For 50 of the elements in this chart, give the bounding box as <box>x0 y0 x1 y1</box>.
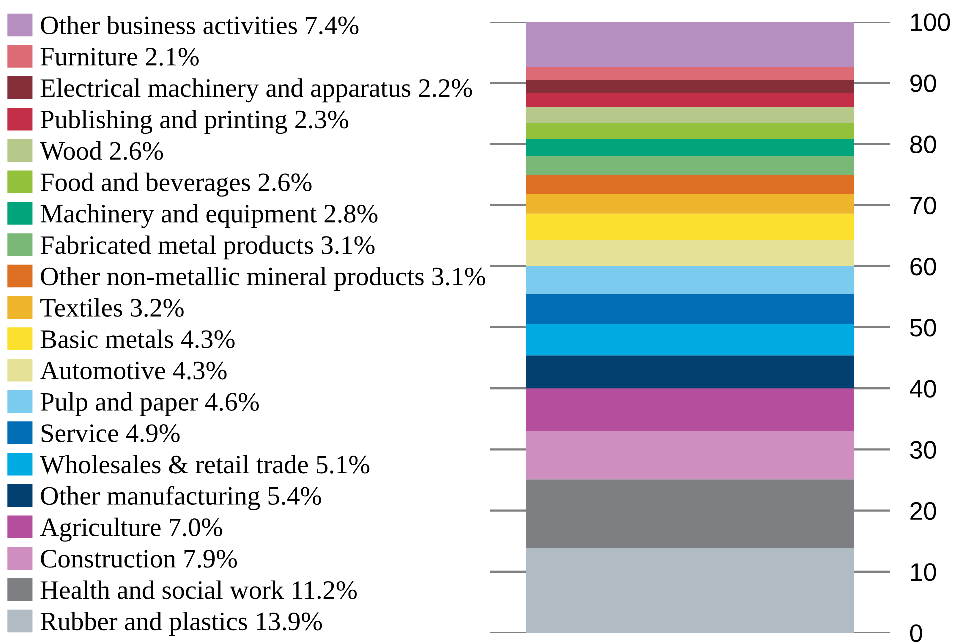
bar <box>526 294 854 324</box>
y-tick-label: 100 <box>911 14 950 32</box>
legend-label: Other business activities 7.4% <box>41 16 359 35</box>
legend-label: Fabricated metal products 3.1% <box>40 236 375 260</box>
y-tick-label: 80 <box>910 136 936 154</box>
y-tick-label: 0 <box>910 624 922 642</box>
bar <box>526 356 854 389</box>
y-tick-label: 70 <box>910 196 936 215</box>
y-tick-label: 60 <box>910 258 936 276</box>
bar <box>526 214 854 240</box>
legend-label: Food and beverages 2.6% <box>40 172 312 197</box>
legend-label: Other manufacturing 5.4% <box>41 486 322 511</box>
y-tick-label: 30 <box>910 441 936 460</box>
legend-label: Health and social work 11.2% <box>40 580 357 600</box>
bar <box>526 175 854 194</box>
y-tick-label: 90 <box>910 74 936 92</box>
bar <box>526 139 854 156</box>
bar <box>526 240 854 266</box>
bar <box>526 93 854 108</box>
y-tick-label: 10 <box>911 564 936 582</box>
legend-label: Automotive 4.3% <box>40 362 227 380</box>
bar <box>526 431 854 480</box>
bar <box>526 194 854 214</box>
bar <box>526 108 854 124</box>
legend-label: Furniture 2.1% <box>40 48 199 66</box>
bar <box>526 548 854 633</box>
legend-label: Other non-metallic mineral products 3.1% <box>41 267 486 291</box>
legend-label: Agriculture 7.0% <box>40 518 222 542</box>
legend-label: Wholesales & retail trade 5.1% <box>40 455 370 474</box>
bar <box>526 266 854 295</box>
y-tick-label: 20 <box>910 502 936 520</box>
bar <box>526 22 854 68</box>
legend-label: Electrical machinery and apparatus 2.2% <box>40 78 472 103</box>
bar <box>526 67 854 80</box>
bar <box>526 388 854 432</box>
legend-label: Rubber and plastics 13.9% <box>40 612 322 636</box>
legend-label: Machinery and equipment 2.8% <box>40 204 378 228</box>
legend-label: Publishing and printing 2.3% <box>40 110 349 134</box>
bar <box>526 324 854 356</box>
legend-label: Service 4.9% <box>42 424 180 442</box>
bar <box>526 123 854 140</box>
bar <box>526 80 854 94</box>
y-tick-label: 50 <box>910 319 936 337</box>
legend-label: Basic metals 4.3% <box>40 330 235 348</box>
legend-label: Pulp and paper 4.6% <box>40 392 260 416</box>
bar <box>526 156 854 176</box>
legend-label: Textiles 3.2% <box>40 298 184 318</box>
legend-label: Construction 7.9% <box>41 550 238 568</box>
y-tick-label: 40 <box>910 380 936 398</box>
legend-label: Wood 2.6% <box>40 142 164 160</box>
